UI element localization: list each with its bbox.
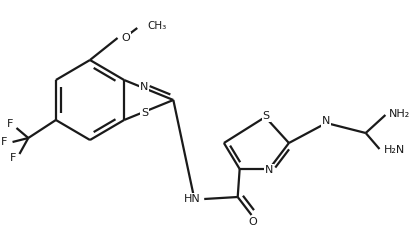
Text: N: N (322, 116, 330, 126)
Text: S: S (141, 108, 148, 118)
Text: S: S (263, 111, 270, 121)
Text: NH₂: NH₂ (389, 109, 410, 119)
Text: F: F (6, 119, 13, 129)
Text: F: F (0, 137, 7, 147)
Text: F: F (10, 153, 17, 163)
Text: O: O (122, 33, 130, 43)
Text: H₂N: H₂N (383, 145, 405, 155)
Text: N: N (265, 165, 273, 175)
Text: CH₃: CH₃ (147, 21, 166, 31)
Text: O: O (248, 217, 257, 227)
Text: N: N (139, 82, 148, 92)
Text: HN: HN (183, 194, 200, 204)
